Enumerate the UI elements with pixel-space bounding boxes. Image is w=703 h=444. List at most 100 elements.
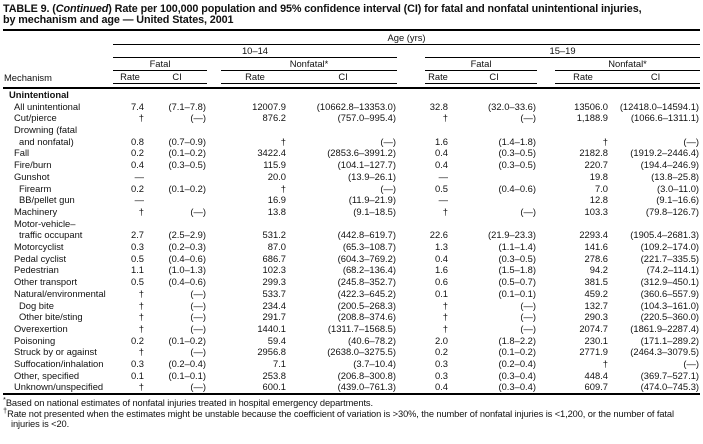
rate-value: 0.5 [130, 276, 144, 288]
rate-column-header: Rate [425, 70, 451, 85]
ci-value: (2638.0–3275.5) [327, 346, 396, 358]
rate-value: † [280, 182, 286, 194]
ci-value: (0.7–0.9) [168, 135, 206, 147]
rate-value: † [138, 311, 144, 323]
ci-value: (104.3–161.0) [640, 299, 700, 311]
column-gap [397, 194, 425, 206]
rate-value: † [138, 322, 144, 334]
rate-value: 0.3 [434, 358, 448, 370]
ci-value: (3.0–11.0) [657, 182, 700, 194]
column-gap [537, 159, 555, 171]
rate-value: † [138, 299, 144, 311]
header-row-age: Age (yrs) [3, 32, 701, 46]
rate-value: 531.2 [262, 229, 286, 241]
column-gap [537, 241, 555, 253]
ci-value: (0.3–0.5) [498, 159, 536, 171]
rate-value: 291.7 [262, 311, 286, 323]
ci-column-header: CI [611, 70, 701, 85]
rate-value: 0.1 [130, 369, 144, 381]
header-gap [397, 45, 425, 58]
table-row: Fall 0.2 (0.1–0.2) 3422.4 (2853.6–3991.2) 0.4… [3, 147, 700, 159]
ci-value: (—) [190, 346, 206, 358]
rate-value: 1.1 [130, 264, 144, 276]
header-spacer [3, 32, 113, 45]
ci-value: (74.2–114.1) [646, 264, 700, 276]
ci-value: (360.6–557.9) [640, 287, 700, 299]
rate-value: 22.6 [429, 229, 448, 241]
column-gap [537, 124, 555, 147]
column-gap [207, 288, 221, 300]
mechanism-label: Suffocation/inhalation [14, 358, 104, 370]
ci-column-header: CI [451, 70, 537, 85]
mechanism-label: Other bite/sting [19, 311, 83, 323]
column-gap [207, 206, 221, 218]
ci-value: (7.1–7.8) [168, 100, 206, 112]
ci-value: (171.1–289.2) [640, 334, 700, 346]
table-row: Unintentional [3, 88, 700, 101]
column-gap [397, 253, 425, 265]
column-gap [537, 194, 555, 206]
mechanism-label: Pedal cyclist [14, 252, 67, 264]
rate-value: 876.2 [262, 112, 286, 124]
mechanism-label: Fire/burn [14, 159, 52, 171]
column-gap [537, 183, 555, 195]
mechanism-label: Motorcyclist [14, 241, 64, 253]
rate-value: 115.9 [263, 159, 286, 171]
mechanism-label: All unintentional [14, 100, 81, 112]
injury-rate-table: Age (yrs) 10–14 15–19 Fatal Nonfatal* Fa… [3, 32, 701, 396]
mechanism-label: Machinery [14, 205, 58, 217]
rate-value: 220.7 [584, 159, 608, 171]
column-gap [397, 264, 425, 276]
rate-value: 2293.4 [579, 229, 608, 241]
mechanism-label: Struck by or against [14, 346, 97, 358]
ci-value: (0.1–0.2) [168, 334, 206, 346]
ci-value: (—) [380, 135, 396, 147]
rate-value: 0.4 [434, 381, 448, 393]
ci-value: (9.1–18.5) [353, 205, 396, 217]
ci-value: (79.8–126.7) [645, 205, 700, 217]
header-gap [397, 71, 425, 84]
rate-value: † [138, 381, 144, 393]
ci-value: (—) [190, 299, 206, 311]
rate-value: 381.5 [584, 276, 608, 288]
column-gap [207, 159, 221, 171]
mechanism-label: Fall [14, 147, 30, 159]
column-gap [207, 241, 221, 253]
ci-value: (1861.9–2287.4) [630, 322, 700, 334]
rate-value: 12.8 [589, 194, 608, 206]
rate-value: † [442, 322, 448, 334]
rate-value: 609.7 [584, 381, 608, 393]
rate-value: 141.6 [584, 241, 608, 253]
table-row: Other bite/sting † (—) 291.7 (208.8–374.6) † (… [3, 311, 700, 323]
rate-value: † [138, 112, 144, 124]
ci-column-header: CI [147, 70, 207, 85]
mechanism-label: Gunshot [14, 170, 50, 182]
ci-value: (0.1–0.2) [498, 346, 536, 358]
rate-value: 2771.9 [579, 346, 608, 358]
column-gap [537, 171, 555, 183]
rate-value: 1.6 [434, 135, 448, 147]
ci-value: (604.3–769.2) [337, 252, 396, 264]
rate-value: 1.3 [434, 241, 448, 253]
column-gap [537, 381, 555, 394]
rate-value: 7.1 [272, 358, 286, 370]
table-row: Poisoning 0.2 (0.1–0.2) 59.4 (40.6–78.2) 2.0 (… [3, 335, 700, 347]
rate-value: 459.2 [584, 287, 608, 299]
column-gap [397, 241, 425, 253]
ci-value: (0.3–0.4) [498, 381, 536, 393]
column-gap [207, 183, 221, 195]
column-gap [397, 183, 425, 195]
ci-value: (208.8–374.6) [337, 311, 396, 323]
column-gap [397, 124, 425, 147]
rate-value: 94.2 [589, 264, 608, 276]
ci-value: (422.3–645.2) [337, 287, 396, 299]
ci-value: (1919.2–2446.4) [630, 147, 700, 159]
column-gap [537, 335, 555, 347]
rate-value: 2074.7 [579, 322, 608, 334]
column-gap [207, 147, 221, 159]
title-continued: Continued [55, 3, 109, 15]
rate-value: † [442, 299, 448, 311]
rate-value: 16.9 [267, 194, 286, 206]
header-bottom-rule [3, 83, 701, 89]
ci-value: (13.8–25.8) [651, 170, 700, 182]
